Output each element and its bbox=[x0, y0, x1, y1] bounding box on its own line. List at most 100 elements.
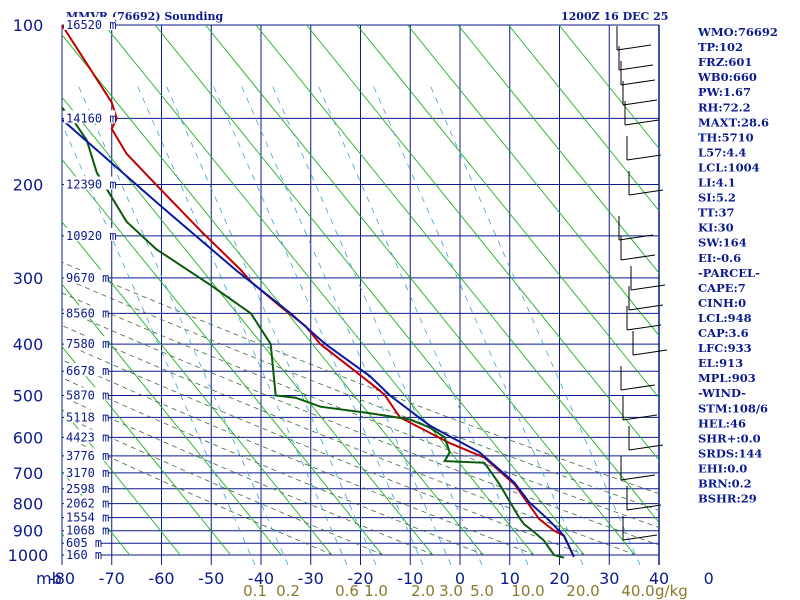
mixing-ratio-label: 10.0 bbox=[511, 582, 544, 600]
height-label: 3170 m bbox=[66, 466, 109, 480]
isotherm bbox=[205, 25, 636, 556]
isotherm bbox=[62, 283, 282, 556]
height-label-bg bbox=[64, 110, 116, 124]
index-entry: LCL:948 bbox=[698, 311, 752, 325]
index-entry: LI:4.1 bbox=[698, 176, 736, 190]
y-tick-label: 1000 bbox=[8, 546, 49, 565]
height-label-bg bbox=[64, 17, 116, 30]
height-label: 160 m bbox=[66, 548, 102, 562]
wind-barb bbox=[622, 414, 658, 421]
height-label: 1554 m bbox=[66, 511, 109, 525]
wind-barb bbox=[620, 79, 656, 86]
mixing-ratio-unit: g/kg bbox=[655, 582, 688, 600]
isotherm bbox=[558, 25, 659, 150]
height-label-bg bbox=[64, 464, 108, 478]
height-label: 10920 m bbox=[66, 229, 117, 243]
isotherm bbox=[62, 158, 383, 556]
chart-datetime: 1200Z 16 DEC 25 bbox=[561, 10, 668, 23]
height-label-bg bbox=[64, 522, 108, 536]
mixing-ratio-line bbox=[212, 84, 424, 565]
thermo-lines bbox=[62, 25, 659, 565]
height-label-bg bbox=[64, 480, 108, 494]
wind-barb bbox=[628, 304, 664, 311]
height-label-bg bbox=[64, 227, 116, 241]
index-entry: TT:37 bbox=[698, 206, 735, 220]
height-label-bg bbox=[64, 409, 108, 423]
height-label: 3776 m bbox=[66, 449, 109, 463]
mixing-ratio-label: 2.0 bbox=[411, 582, 435, 600]
mixing-ratio-line bbox=[372, 84, 584, 565]
mixing-ratio-label: 5.0 bbox=[470, 582, 494, 600]
chart-labels: MMVR (76692) Sounding 1200Z 16 DEC 25 bbox=[66, 10, 668, 23]
height-label: 16520 m bbox=[66, 18, 117, 32]
index-entry: CINH:0 bbox=[698, 296, 746, 310]
wind-barb bbox=[624, 119, 660, 126]
x-tick-label: 0 bbox=[704, 569, 714, 588]
moist-adiabat bbox=[62, 292, 659, 528]
mixing-ratio-line bbox=[165, 84, 377, 565]
height-label-bg bbox=[64, 305, 108, 319]
y-tick-label: 800 bbox=[13, 495, 44, 514]
wind-barb bbox=[622, 534, 658, 541]
moist-adiabat bbox=[62, 377, 485, 556]
mixing-ratio-label: 40.0 bbox=[621, 582, 654, 600]
profile-series bbox=[62, 25, 575, 559]
y-tick-label: 600 bbox=[13, 428, 44, 447]
mixing-ratio-label: 0.1 bbox=[243, 582, 267, 600]
index-entry: -WIND- bbox=[698, 386, 746, 400]
x-tick-label: -60 bbox=[148, 569, 174, 588]
height-label: 4423 m bbox=[66, 430, 109, 444]
x-tick-label: 0 bbox=[455, 569, 465, 588]
index-entry: STM:108/6 bbox=[698, 401, 768, 415]
mixing-ratio-line bbox=[429, 84, 641, 565]
height-label-bg bbox=[64, 535, 101, 549]
index-entry: -PARCEL- bbox=[698, 266, 760, 280]
wind-barbs bbox=[616, 26, 668, 541]
height-label-bg bbox=[64, 363, 108, 377]
height-labels: 16520 m 14160 m 12390 m 10920 m 9670 m 8560 m… bbox=[64, 17, 117, 562]
wind-barb bbox=[632, 349, 668, 356]
wind-barb bbox=[618, 234, 654, 241]
height-label: 5118 m bbox=[66, 410, 109, 424]
height-label: 1068 m bbox=[66, 524, 109, 538]
mixing-ratio-line bbox=[62, 122, 256, 565]
index-entry: LFC:933 bbox=[698, 341, 752, 355]
mixing-ratio-line bbox=[317, 84, 529, 565]
height-label: 12390 m bbox=[66, 178, 117, 192]
stability-indices: WMO:76692TP:102FRZ:601WB0:660PW:1.67RH:7… bbox=[697, 25, 778, 506]
wind-barb bbox=[620, 384, 656, 391]
height-label: 8560 m bbox=[66, 306, 109, 320]
wind-barb bbox=[620, 254, 656, 261]
index-entry: LCL:1004 bbox=[698, 160, 760, 174]
height-label: 5870 m bbox=[66, 388, 109, 402]
index-entry: MAXT:28.6 bbox=[698, 115, 769, 129]
x-tick-label: -70 bbox=[99, 569, 125, 588]
wind-barb bbox=[628, 189, 664, 196]
index-entry: EI:-0.6 bbox=[698, 251, 741, 265]
isotherm bbox=[356, 25, 659, 399]
isotherm bbox=[62, 408, 181, 556]
x-tick-label: -50 bbox=[198, 569, 224, 588]
height-label: 14160 m bbox=[66, 111, 117, 125]
index-entry: SI:5.2 bbox=[698, 191, 736, 205]
mixing-ratio-label: 0.2 bbox=[276, 582, 300, 600]
wind-barb bbox=[626, 504, 662, 511]
y-tick-label: 400 bbox=[13, 335, 44, 354]
mixing-ratio-label: 20.0 bbox=[566, 582, 599, 600]
index-entry: TH:5710 bbox=[698, 130, 754, 144]
height-label: 9670 m bbox=[66, 271, 109, 285]
x-tick-label: -30 bbox=[298, 569, 324, 588]
height-label-bg bbox=[64, 176, 116, 190]
index-entry: WB0:660 bbox=[697, 70, 757, 84]
height-label-bg bbox=[64, 336, 108, 350]
index-entry: CAPE:7 bbox=[698, 281, 746, 295]
isotherm bbox=[154, 25, 585, 556]
index-entry: BRN:0.2 bbox=[698, 477, 752, 491]
wind-barb bbox=[626, 154, 662, 161]
x-unit-label: mb bbox=[36, 569, 62, 588]
index-entry: FRZ:601 bbox=[698, 55, 752, 69]
moist-adiabat bbox=[62, 277, 659, 511]
height-label-bg bbox=[64, 387, 108, 401]
series-dewpoint bbox=[62, 106, 565, 559]
